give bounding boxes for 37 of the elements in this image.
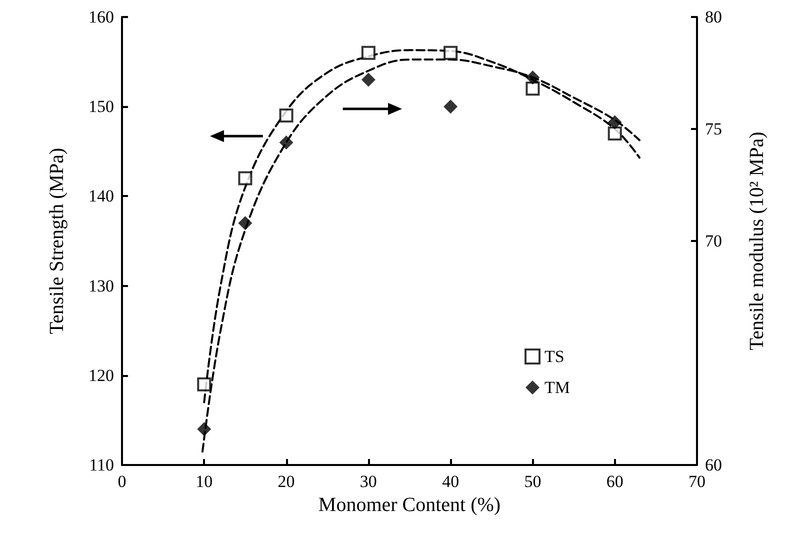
y-tick-label: 150 — [88, 97, 114, 116]
y-tick-label: 120 — [88, 366, 114, 385]
y2-axis-title: Tensile modulus (10² MPa) — [746, 132, 768, 350]
point — [361, 72, 376, 87]
x-tick-label: 20 — [278, 472, 295, 491]
point — [361, 46, 376, 60]
point — [526, 82, 540, 96]
y2-tick-label: 75 — [705, 120, 722, 138]
point — [279, 135, 294, 150]
point — [238, 216, 252, 230]
x-tick-label: 60 — [606, 472, 624, 491]
x-tick-label: 40 — [442, 472, 460, 491]
x-tick-label: 50 — [524, 472, 542, 491]
y2-tick-label: 70 — [705, 232, 722, 250]
x-tick-label: 30 — [360, 472, 377, 491]
point — [444, 100, 458, 114]
x-tick-label: 70 — [688, 472, 706, 491]
point — [608, 115, 622, 130]
point — [526, 70, 540, 84]
point — [444, 46, 458, 60]
y2-tick-label: 80 — [705, 8, 722, 26]
legend-label: TS — [544, 347, 564, 366]
point — [197, 377, 212, 392]
y-tick-label: 110 — [89, 456, 114, 474]
y-tick-label: 130 — [88, 276, 114, 296]
point — [279, 108, 294, 123]
point — [608, 126, 622, 140]
legend-label: TM — [544, 378, 570, 397]
y-tick-label: 160 — [88, 8, 114, 26]
point — [197, 422, 212, 436]
x-tick-label: 0 — [118, 472, 126, 491]
x-tick-label: 10 — [196, 472, 213, 491]
y-tick-label: 140 — [88, 186, 114, 206]
y2-tick-label: 60 — [705, 456, 722, 474]
y-axis-title: Tensile Strength (MPa) — [46, 148, 68, 334]
point — [238, 171, 252, 186]
x-axis-title: Monomer Content (%) — [318, 494, 501, 516]
